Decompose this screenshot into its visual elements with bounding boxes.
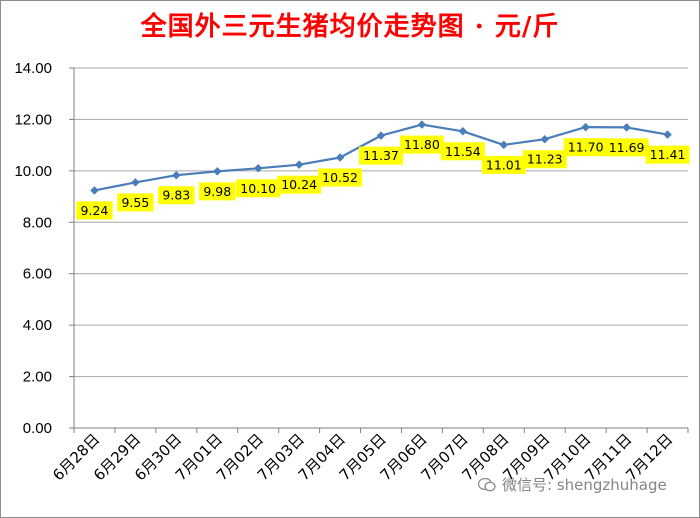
y-tick-label: 14.00 — [14, 60, 52, 77]
data-label: 10.24 — [281, 177, 317, 192]
y-tick-label: 4.00 — [23, 317, 52, 334]
data-label: 9.98 — [203, 184, 231, 199]
data-label-bg — [199, 182, 236, 201]
data-label-bg — [645, 145, 690, 164]
data-label-bg — [158, 186, 195, 205]
data-label-bg — [481, 155, 526, 174]
watermark-text: 微信号: shengzhuhage — [502, 476, 667, 494]
data-label: 11.41 — [650, 147, 686, 162]
data-label-bg — [76, 201, 113, 220]
data-point — [335, 153, 345, 162]
data-point — [212, 167, 222, 176]
data-label-bg — [522, 150, 567, 169]
y-tick-label: 8.00 — [23, 214, 52, 231]
data-point — [540, 134, 550, 144]
data-label-bg — [236, 179, 281, 198]
data-point — [131, 178, 140, 187]
y-tick-label: 0.00 — [23, 420, 52, 437]
data-label-bg — [359, 146, 403, 165]
data-point — [253, 163, 263, 173]
data-label: 10.52 — [322, 170, 358, 185]
data-point — [458, 126, 468, 136]
data-labels: 9.24 9.55 9.83 9.98 10.10 10.24 10.52 11.37 11.8… — [76, 135, 690, 220]
data-label: 9.24 — [81, 203, 109, 218]
price-series — [90, 120, 672, 195]
data-point — [417, 120, 427, 129]
data-point — [90, 186, 99, 195]
data-point — [622, 123, 631, 132]
data-label: 11.37 — [363, 148, 399, 163]
data-label-bg — [117, 193, 154, 212]
y-tick-label: 10.00 — [14, 163, 52, 180]
y-tick-label: 12.00 — [14, 111, 52, 128]
data-point — [171, 170, 181, 180]
data-label: 11.70 — [568, 140, 604, 155]
watermark: 微信号: shengzhuhage — [478, 474, 667, 495]
data-label: 11.23 — [527, 152, 563, 167]
y-tick-label: 6.00 — [23, 266, 52, 283]
grid-lines — [74, 67, 688, 378]
data-label-bg — [604, 138, 649, 157]
data-point — [663, 130, 672, 139]
data-point — [294, 160, 304, 170]
y-axis-ticks: 0.00 2.00 4.00 6.00 8.00 10.00 12.00 14.00 — [14, 60, 52, 437]
data-point — [581, 122, 591, 132]
data-label-bg — [563, 138, 608, 157]
wechat-icon — [478, 478, 496, 492]
data-label: 9.55 — [121, 195, 149, 210]
data-label: 11.69 — [609, 140, 645, 155]
chart-title: 全国外三元生猪均价走势图 · 元/斤 — [140, 12, 560, 42]
axes — [69, 67, 689, 433]
data-label: 10.10 — [240, 181, 276, 196]
data-label-bg — [318, 168, 363, 187]
data-label-bg — [399, 135, 444, 154]
data-label-bg — [277, 175, 322, 194]
data-point — [499, 140, 509, 150]
data-label: 11.01 — [486, 157, 522, 172]
data-point — [376, 131, 386, 140]
y-tick-label: 2.00 — [23, 369, 52, 386]
data-label: 11.54 — [445, 144, 481, 159]
data-label: 11.80 — [404, 137, 440, 152]
data-label-bg — [440, 142, 485, 161]
data-label: 9.83 — [162, 188, 190, 203]
